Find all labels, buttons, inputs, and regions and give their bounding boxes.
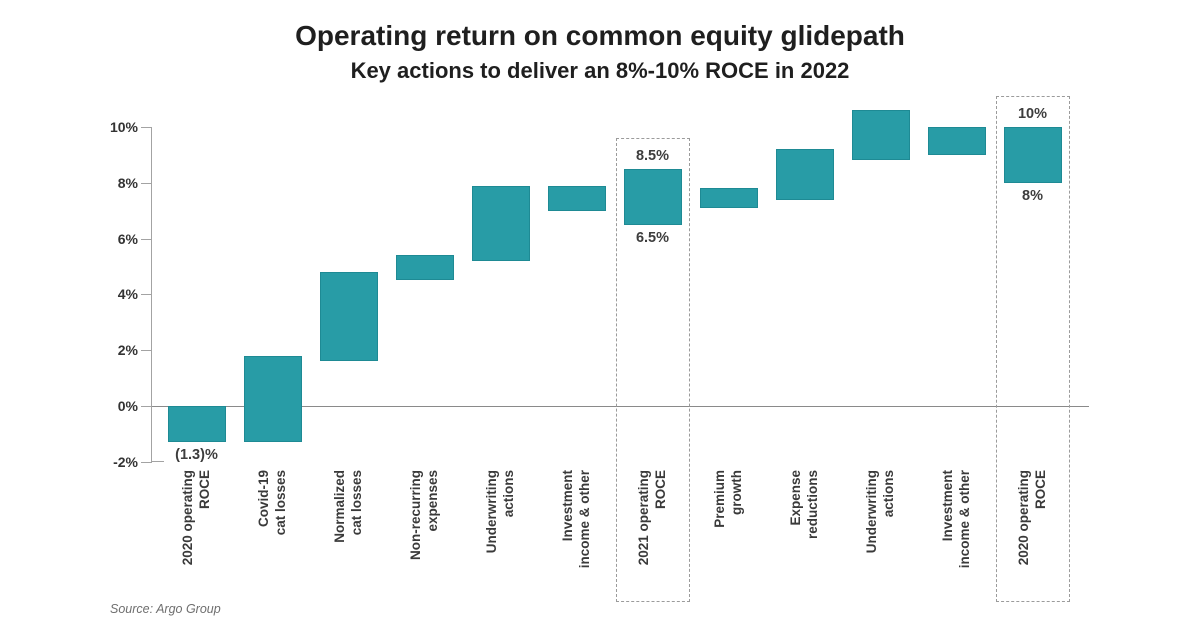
x-axis-label: Non-recurring expenses <box>407 470 440 561</box>
waterfall-bar <box>699 188 758 208</box>
y-tick <box>141 406 152 407</box>
bar-label-below: 8% <box>1022 187 1043 204</box>
x-axis-label: 2021 operating ROCE <box>635 470 668 566</box>
waterfall-bar <box>167 406 226 443</box>
bar-label-below: 6.5% <box>635 229 670 246</box>
y-tick <box>141 461 152 463</box>
x-axis-label: Underwriting actions <box>483 470 516 554</box>
zero-baseline <box>152 405 1089 407</box>
y-tick <box>141 182 152 184</box>
x-axis-label: 2020 operating ROCE <box>179 470 212 566</box>
x-axis-label: Investment income & other <box>559 470 592 569</box>
x-axis-label: Investment income & other <box>939 470 972 569</box>
waterfall-bar <box>547 185 606 211</box>
waterfall-bar <box>471 185 530 261</box>
y-tick-label: 6% <box>117 230 138 247</box>
x-axis-label: Covid-19 cat losses <box>255 470 288 536</box>
y-tick <box>141 350 152 352</box>
y-tick-label: 2% <box>117 342 138 359</box>
x-axis-label: Premium growth <box>711 470 744 528</box>
waterfall-bar <box>319 272 378 362</box>
y-tick <box>141 294 152 296</box>
waterfall-bar <box>851 110 910 161</box>
chart-title: Operating return on common equity glidep… <box>295 20 905 51</box>
bar-label-below: (1.3)% <box>175 447 218 464</box>
x-axis-label: 2020 operating ROCE <box>1015 470 1048 566</box>
waterfall-bar <box>623 168 682 225</box>
source-attribution: Source: Argo Group <box>110 602 221 616</box>
y-tick-label: 10% <box>109 119 138 135</box>
y-tick <box>141 238 152 240</box>
bar-label-above: 8.5% <box>635 147 670 164</box>
y-tick-label: -2% <box>113 453 138 470</box>
x-axis-label: Normalized cat losses <box>331 470 364 543</box>
y-axis-foot <box>152 460 164 462</box>
x-axis-label: Expense reductions <box>787 470 820 540</box>
bar-label-above: 10% <box>1017 106 1048 122</box>
highlight-box <box>995 96 1070 602</box>
y-tick-label: 8% <box>117 174 138 191</box>
y-tick-label: 0% <box>117 398 138 414</box>
waterfall-bar <box>927 127 986 155</box>
y-tick <box>141 127 152 128</box>
x-axis-label: Underwriting actions <box>863 470 896 554</box>
chart-subtitle: Key actions to deliver an 8%-10% ROCE in… <box>350 58 850 83</box>
waterfall-bar <box>775 149 834 200</box>
highlight-box <box>615 137 690 602</box>
waterfall-bar <box>1003 127 1062 183</box>
waterfall-bar <box>395 255 454 281</box>
waterfall-bar <box>243 355 302 443</box>
y-tick-label: 4% <box>117 286 138 303</box>
